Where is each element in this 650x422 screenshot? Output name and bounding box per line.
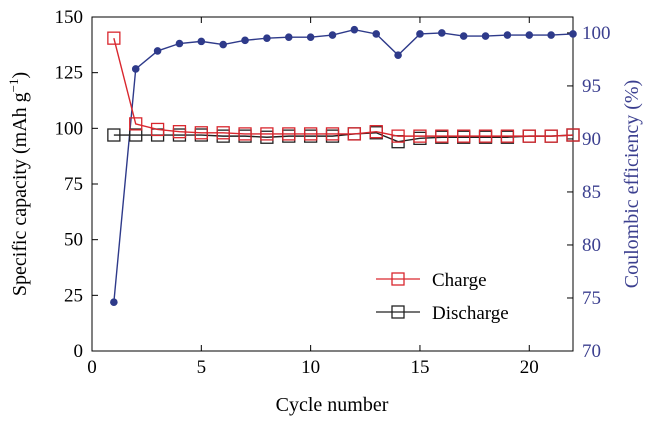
efficiency-point xyxy=(394,51,402,59)
y2-tick-label: 85 xyxy=(582,182,601,203)
efficiency-point xyxy=(569,30,577,38)
charge-point xyxy=(478,129,493,143)
y-tick-label: 25 xyxy=(64,285,83,306)
discharge-point xyxy=(129,128,143,142)
charge-point xyxy=(325,127,340,141)
y-axis-right: 70 75 80 85 90 95 100 xyxy=(567,23,611,362)
y-axis-title-close: ) xyxy=(9,72,31,79)
x-tick-label: 10 xyxy=(301,357,320,378)
discharge-line xyxy=(113,132,574,143)
charge-point xyxy=(500,129,515,143)
charge-point xyxy=(566,128,580,142)
efficiency-point xyxy=(481,32,490,40)
charge-point xyxy=(413,129,427,143)
charge-point xyxy=(303,127,318,141)
y2-tick-label: 70 xyxy=(582,341,601,362)
charge-point xyxy=(369,125,383,139)
y-axis-title-superscript: −1 xyxy=(6,79,21,93)
x-tick-label: 20 xyxy=(520,357,539,378)
y-tick-label: 125 xyxy=(55,63,84,84)
x-axis-title: Cycle number xyxy=(276,394,389,416)
charge-point xyxy=(260,127,274,141)
charge-point xyxy=(282,127,296,141)
plot-frame xyxy=(91,16,574,352)
efficiency-point xyxy=(372,30,381,38)
y2-tick-label: 80 xyxy=(582,235,601,256)
charge-point xyxy=(238,127,252,141)
y-tick-label: 75 xyxy=(64,174,83,195)
efficiency-point xyxy=(153,47,162,55)
x-tick-label: 5 xyxy=(197,357,207,378)
legend: Charge Discharge xyxy=(376,270,509,324)
charge-point xyxy=(216,126,230,140)
efficiency-point xyxy=(503,31,512,39)
efficiency-point xyxy=(328,31,337,39)
efficiency-point xyxy=(284,33,293,41)
y2-tick-label: 90 xyxy=(582,129,601,150)
efficiency-point xyxy=(197,37,206,46)
legend-discharge-label: Discharge xyxy=(432,303,509,324)
efficiency-point xyxy=(416,30,424,38)
y-tick-label: 150 xyxy=(55,7,84,28)
charge-point xyxy=(150,122,165,137)
efficiency-point xyxy=(459,32,468,40)
legend-charge-label: Charge xyxy=(432,270,487,291)
efficiency-point xyxy=(110,298,118,307)
charge-point xyxy=(544,129,558,143)
charge-point xyxy=(435,129,449,143)
charge-point xyxy=(457,129,471,143)
efficiency-line xyxy=(113,29,574,303)
efficiency-point xyxy=(175,39,184,48)
efficiency-point xyxy=(263,34,271,43)
y2-axis-title: Coulombic efficiency (%) xyxy=(621,80,643,288)
y-tick-label: 50 xyxy=(64,230,83,251)
charge-point xyxy=(194,126,208,140)
y-tick-label: 0 xyxy=(74,341,84,362)
efficiency-point xyxy=(525,31,534,39)
x-tick-label: 15 xyxy=(410,357,429,378)
y-tick-label: 100 xyxy=(55,118,84,139)
efficiency-point xyxy=(547,31,555,39)
charge-point xyxy=(107,31,121,45)
y2-tick-label: 100 xyxy=(582,23,611,44)
x-axis: 0 5 10 15 20 xyxy=(87,17,539,378)
discharge-point xyxy=(107,128,121,142)
y2-tick-label: 95 xyxy=(582,76,601,97)
charge-point xyxy=(347,127,362,141)
y-axis-left: 0 25 50 75 100 125 150 xyxy=(55,7,98,362)
y-axis-title-main: Specific capacity (mAh g xyxy=(9,92,31,296)
efficiency-point xyxy=(241,36,249,45)
x-tick-label: 0 xyxy=(87,357,97,378)
charge-line xyxy=(113,37,574,137)
efficiency-point xyxy=(438,29,446,37)
y-axis-title: Specific capacity (mAh g−1) xyxy=(6,72,31,296)
charge-point xyxy=(522,129,536,143)
efficiency-point xyxy=(219,40,227,49)
efficiency-point xyxy=(350,25,359,34)
efficiency-point xyxy=(131,65,140,73)
legend-charge-marker xyxy=(391,272,405,286)
charge-point xyxy=(129,117,143,131)
efficiency-point xyxy=(306,33,315,41)
series-layer xyxy=(107,25,580,307)
legend-discharge-marker xyxy=(391,305,405,319)
charge-point xyxy=(391,129,405,143)
charge-point xyxy=(172,125,187,139)
y2-tick-label: 75 xyxy=(582,288,601,309)
